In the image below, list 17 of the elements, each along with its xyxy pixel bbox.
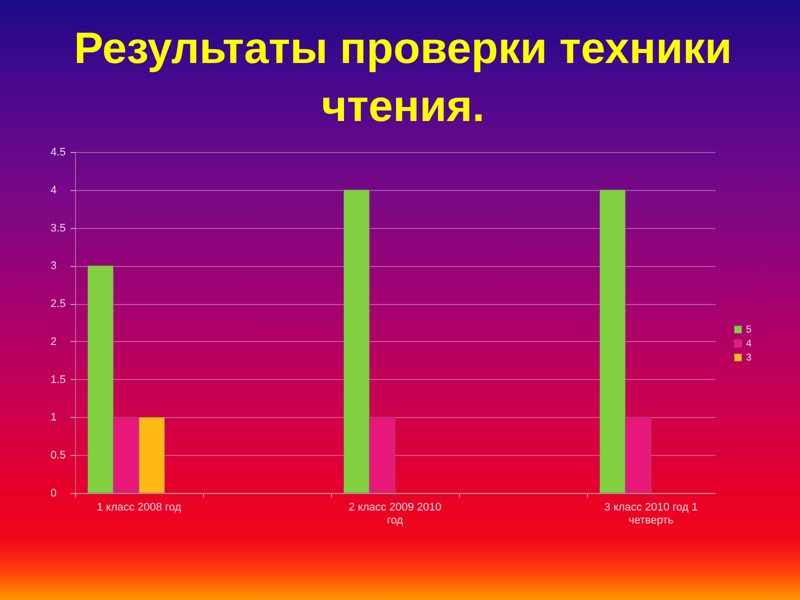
y-tick-label: 0.5 (50, 450, 66, 462)
y-tick-label: 2 (50, 336, 57, 348)
y-tick-label: 3 (50, 260, 57, 272)
y-tick-label: 2.5 (50, 298, 66, 310)
x-tick-label: 3 класс 2010 год 1 четверть (604, 502, 698, 526)
y-tick-label: 0 (50, 488, 57, 500)
legend-label: 3 (746, 352, 752, 364)
legend-label: 5 (746, 324, 752, 336)
y-tick-label: 1 (50, 412, 57, 424)
x-tick-label: 2 класс 2009 2010 год (348, 502, 442, 526)
legend-label: 4 (746, 338, 752, 350)
y-tick-label: 3.5 (50, 222, 66, 234)
chart-title: Результаты проверки техники чтения. (74, 24, 732, 131)
y-tick-label: 4.5 (50, 146, 66, 158)
x-tick-label: 1 класс 2008 год (96, 502, 182, 514)
y-tick-label: 4 (50, 184, 57, 196)
y-tick-label: 1.5 (50, 374, 66, 386)
